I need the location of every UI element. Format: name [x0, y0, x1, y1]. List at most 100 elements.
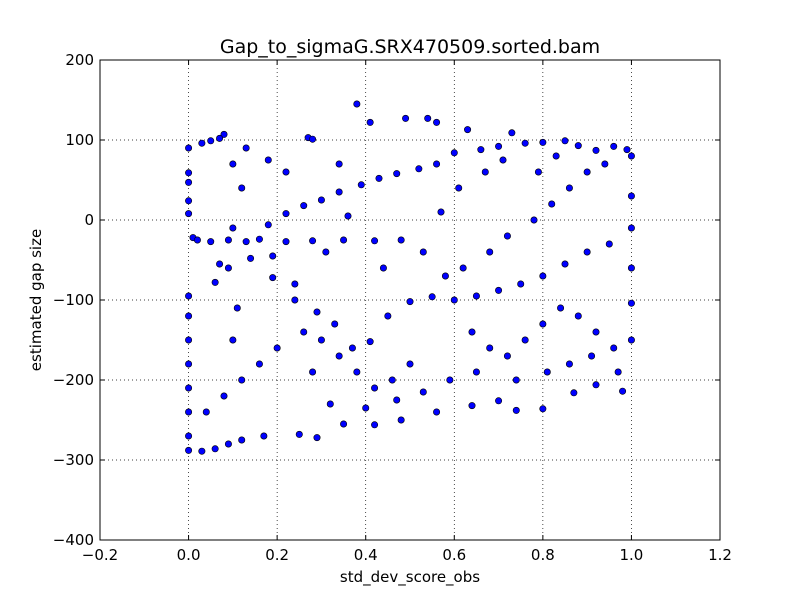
- scatter-point: [464, 126, 472, 134]
- scatter-point: [512, 406, 520, 414]
- scatter-point: [472, 368, 480, 376]
- scatter-point: [424, 114, 432, 122]
- scatter-point: [548, 200, 556, 208]
- x-tick-label: 1.2: [708, 546, 732, 564]
- scatter-point: [295, 430, 303, 438]
- scatter-point: [207, 137, 215, 145]
- scatter-point: [309, 135, 317, 143]
- scatter-point: [282, 210, 290, 218]
- scatter-point: [384, 312, 392, 320]
- scatter-point: [331, 320, 339, 328]
- scatter-point: [211, 278, 219, 286]
- scatter-point: [610, 142, 618, 150]
- scatter-point: [344, 212, 352, 220]
- scatter-point: [242, 238, 250, 246]
- scatter-point: [247, 254, 255, 262]
- scatter-point: [583, 168, 591, 176]
- scatter-point: [627, 264, 635, 272]
- scatter-point: [198, 447, 206, 455]
- scatter-point: [565, 184, 573, 192]
- scatter-point: [269, 274, 277, 282]
- scatter-point: [198, 139, 206, 147]
- scatter-point: [539, 320, 547, 328]
- scatter-point: [627, 336, 635, 344]
- scatter-point: [428, 293, 436, 301]
- scatter-point: [300, 328, 308, 336]
- x-tick-label: −0.2: [82, 546, 118, 564]
- scatter-point: [211, 445, 219, 453]
- scatter-point: [229, 224, 237, 232]
- scatter-point: [224, 440, 232, 448]
- scatter-point: [433, 408, 441, 416]
- x-tick-label: 0.4: [354, 546, 378, 564]
- scatter-point: [371, 421, 379, 429]
- scatter-point: [238, 184, 246, 192]
- scatter-point: [353, 368, 361, 376]
- scatter-point: [530, 216, 538, 224]
- scatter-point: [224, 264, 232, 272]
- scatter-point: [588, 352, 596, 360]
- scatter-point: [419, 388, 427, 396]
- scatter-point: [348, 344, 356, 352]
- scatter-point: [406, 360, 414, 368]
- scatter-point: [317, 336, 325, 344]
- y-axis-label: estimated gap size: [27, 229, 45, 371]
- scatter-point: [233, 304, 241, 312]
- scatter-point: [393, 396, 401, 404]
- scatter-point: [534, 168, 542, 176]
- x-tick-label: 0.0: [177, 546, 201, 564]
- scatter-point: [353, 100, 361, 108]
- scatter-point: [627, 192, 635, 200]
- scatter-point: [366, 338, 374, 346]
- scatter-point: [313, 308, 321, 316]
- scatter-point: [433, 160, 441, 168]
- scatter-point: [512, 376, 520, 384]
- scatter-point: [565, 360, 573, 368]
- scatter-point: [193, 236, 201, 244]
- scatter-point: [366, 118, 374, 126]
- scatter-point: [185, 292, 193, 300]
- scatter-point: [282, 238, 290, 246]
- scatter-point: [185, 178, 193, 186]
- scatter-point: [539, 138, 547, 146]
- scatter-point: [627, 152, 635, 160]
- scatter-point: [229, 160, 237, 168]
- scatter-point: [477, 146, 485, 154]
- scatter-point: [362, 404, 370, 412]
- scatter-point: [592, 328, 600, 336]
- y-tick-label: −400: [53, 531, 94, 549]
- scatter-point: [220, 392, 228, 400]
- scatter-point: [627, 299, 635, 307]
- scatter-point: [264, 156, 272, 164]
- scatter-point: [610, 344, 618, 352]
- scatter-point: [574, 142, 582, 150]
- scatter-point: [503, 232, 511, 240]
- scatter-point: [397, 236, 405, 244]
- scatter-point: [309, 237, 317, 245]
- scatter-point: [379, 264, 387, 272]
- scatter-point: [216, 134, 224, 142]
- scatter-point: [340, 236, 348, 244]
- y-tick-label: 200: [65, 51, 94, 69]
- scatter-point: [185, 432, 193, 440]
- scatter-point: [202, 408, 210, 416]
- scatter-point: [264, 221, 272, 229]
- scatter-point: [486, 344, 494, 352]
- scatter-point: [517, 280, 525, 288]
- scatter-point: [623, 146, 631, 154]
- scatter-point: [495, 397, 503, 405]
- scatter-point: [450, 296, 458, 304]
- scatter-point: [552, 152, 560, 160]
- scatter-point: [433, 118, 441, 126]
- scatter-point: [406, 298, 414, 306]
- scatter-point: [539, 272, 547, 280]
- x-axis-label: std_dev_score_obs: [340, 568, 480, 587]
- scatter-point: [371, 237, 379, 245]
- scatter-point: [521, 139, 529, 147]
- scatter-point: [441, 272, 449, 280]
- scatter-point: [627, 224, 635, 232]
- scatter-point: [313, 434, 321, 442]
- scatter-point: [592, 381, 600, 389]
- scatter-point: [446, 376, 454, 384]
